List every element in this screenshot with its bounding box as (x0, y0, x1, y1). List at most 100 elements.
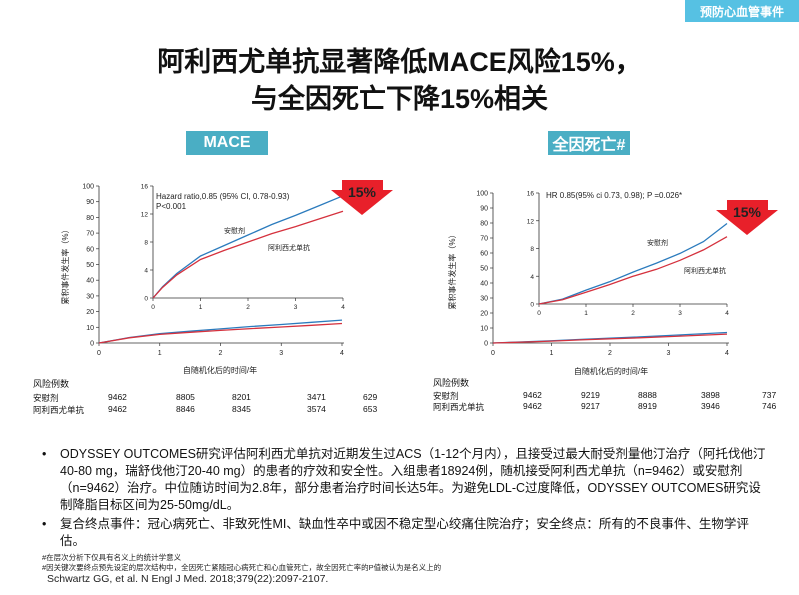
risk-count-cell: 9219 (581, 390, 600, 400)
x-tick-label-inset: 1 (584, 310, 588, 317)
risk-count-cell: 8846 (176, 404, 195, 414)
y-tick-label-inset: 16 (527, 191, 535, 198)
series-line-alirocumab-main (492, 333, 728, 344)
x-tick-label-main: 0 (97, 350, 101, 357)
x-tick-label-main: 3 (667, 350, 671, 357)
x-tick-label-inset: 2 (631, 310, 635, 317)
risk-count-cell: 653 (363, 404, 378, 414)
risk-table-header-right: 风险例数 (433, 378, 470, 388)
x-tick-label-inset: 0 (151, 304, 155, 311)
y-tick-label-inset: 4 (530, 274, 534, 281)
footnote-1: #在层次分析下仅具有名义上的统计学意义 (42, 553, 182, 562)
x-tick-label-main: 1 (158, 350, 162, 357)
risk-count-cell: 3471 (307, 392, 326, 402)
risk-count-cell: 8201 (232, 392, 251, 402)
x-tick-label-main: 2 (608, 350, 612, 357)
y-tick-label-main: 0 (484, 341, 488, 348)
legend-label-placebo: 安慰剂 (647, 238, 668, 247)
x-tick-label-inset: 1 (199, 304, 203, 311)
inset-background (539, 193, 727, 304)
x-tick-label-inset: 3 (294, 304, 298, 311)
y-tick-label-main: 0 (90, 341, 94, 348)
y-tick-label-main: 90 (480, 206, 488, 213)
risk-row-label-alirocumab-right: 阿利西尤单抗 (433, 402, 485, 412)
hazard-ratio-annotation: HR 0.85(95% ci 0.73, 0.98); P =0.026* (546, 191, 682, 200)
y-tick-label-main: 90 (86, 199, 94, 206)
reduction-label: 15% (733, 204, 762, 220)
risk-count-cell: 8888 (638, 390, 657, 400)
y-tick-label-main: 10 (86, 325, 94, 332)
risk-count-cell: 3946 (701, 401, 720, 411)
x-tick-label-inset: 4 (725, 310, 729, 317)
risk-count-cell: 9462 (523, 401, 542, 411)
x-axis-label: 自随机化后的时间/年 (574, 366, 648, 376)
series-line-placebo-main (98, 319, 343, 344)
y-axis-label: 累积事件发生率（%） (447, 230, 457, 309)
risk-count-cell: 737 (762, 390, 777, 400)
y-tick-label-main: 80 (86, 215, 94, 222)
legend-label-alirocumab: 阿利西尤单抗 (684, 266, 726, 275)
bullet-study-design: ODYSSEY OUTCOMES研究评估阿利西尤单抗对近期发生过ACS（1-12… (40, 446, 770, 514)
y-tick-label-inset: 16 (141, 184, 149, 191)
y-tick-label-inset: 12 (141, 212, 149, 219)
y-tick-label-inset: 4 (144, 268, 148, 275)
x-tick-label-main: 3 (279, 350, 283, 357)
y-tick-label-main: 30 (480, 296, 488, 303)
y-tick-label-inset: 8 (530, 246, 534, 253)
y-tick-label-main: 80 (480, 221, 488, 228)
y-tick-label-main: 50 (480, 266, 488, 273)
category-tag: 预防心血管事件 (685, 0, 799, 22)
y-tick-label-main: 50 (86, 262, 94, 269)
y-tick-label-inset: 8 (144, 240, 148, 247)
y-tick-label-inset: 0 (530, 302, 534, 309)
x-tick-label-main: 2 (219, 350, 223, 357)
x-tick-label-main: 0 (491, 350, 495, 357)
legend-label-placebo: 安慰剂 (224, 226, 245, 235)
risk-count-cell: 8345 (232, 404, 251, 414)
hazard-ratio-annotation: Hazard ratio,0.85 (95% CI, 0.78-0.93) (156, 192, 290, 201)
x-tick-label-inset: 0 (537, 310, 541, 317)
reduction-arrow (331, 180, 393, 215)
x-tick-label-main: 4 (340, 350, 344, 357)
bullet-endpoints: 复合终点事件：冠心病死亡、非致死性MI、缺血性卒中或因不稳定型心绞痛住院治疗；安… (40, 516, 770, 550)
legend-label-alirocumab: 阿利西尤单抗 (268, 243, 310, 252)
x-tick-label-main: 1 (550, 350, 554, 357)
risk-row-label-placebo-left: 安慰剂 (33, 393, 59, 403)
y-tick-label-main: 20 (480, 311, 488, 318)
risk-count-cell: 746 (762, 401, 777, 411)
y-tick-label-inset: 12 (527, 218, 535, 225)
p-value-annotation: P<0.001 (156, 202, 187, 211)
x-axis-label: 自随机化后的时间/年 (183, 365, 257, 375)
series-line-alirocumab-inset (538, 236, 728, 305)
y-tick-label-main: 100 (476, 191, 488, 198)
y-tick-label-main: 40 (86, 278, 94, 285)
risk-count-cell: 9462 (523, 390, 542, 400)
reference: Schwartz GG, et al. N Engl J Med. 2018;3… (47, 573, 329, 585)
y-tick-label-main: 20 (86, 309, 94, 316)
bullet-list: ODYSSEY OUTCOMES研究评估阿利西尤单抗对近期发生过ACS（1-12… (40, 446, 770, 552)
y-axis-label: 累积事件发生率（%） (60, 225, 70, 304)
slide-title-line2: 与全因死亡下降15%相关 (250, 84, 549, 114)
risk-count-cell: 3574 (307, 404, 326, 414)
y-tick-label-inset: 0 (144, 296, 148, 303)
risk-count-cell: 8805 (176, 392, 195, 402)
y-tick-label-main: 100 (82, 184, 94, 191)
slide-title-line1: 阿利西尤单抗显著降低MACE风险15%， (157, 47, 642, 77)
risk-count-cell: 9217 (581, 401, 600, 411)
risk-table-header-left: 风险例数 (33, 379, 70, 389)
x-tick-label-main: 4 (725, 350, 729, 357)
risk-row-label-placebo-right: 安慰剂 (433, 391, 459, 401)
mace-label: MACE (186, 131, 268, 155)
footnote-2: #因关键次要终点预先设定的层次结构中，全因死亡紧随冠心病死亡和心血管死亡，故全因… (42, 563, 442, 572)
y-tick-label-main: 10 (480, 326, 488, 333)
risk-row-label-alirocumab-left: 阿利西尤单抗 (33, 405, 85, 415)
y-tick-label-main: 70 (480, 236, 488, 243)
series-line-alirocumab-inset (152, 210, 344, 299)
y-tick-label-main: 60 (86, 246, 94, 253)
x-tick-label-inset: 3 (678, 310, 682, 317)
x-tick-label-inset: 4 (341, 304, 345, 311)
risk-count-cell: 629 (363, 392, 378, 402)
y-tick-label-main: 60 (480, 251, 488, 258)
y-tick-label-main: 30 (86, 293, 94, 300)
